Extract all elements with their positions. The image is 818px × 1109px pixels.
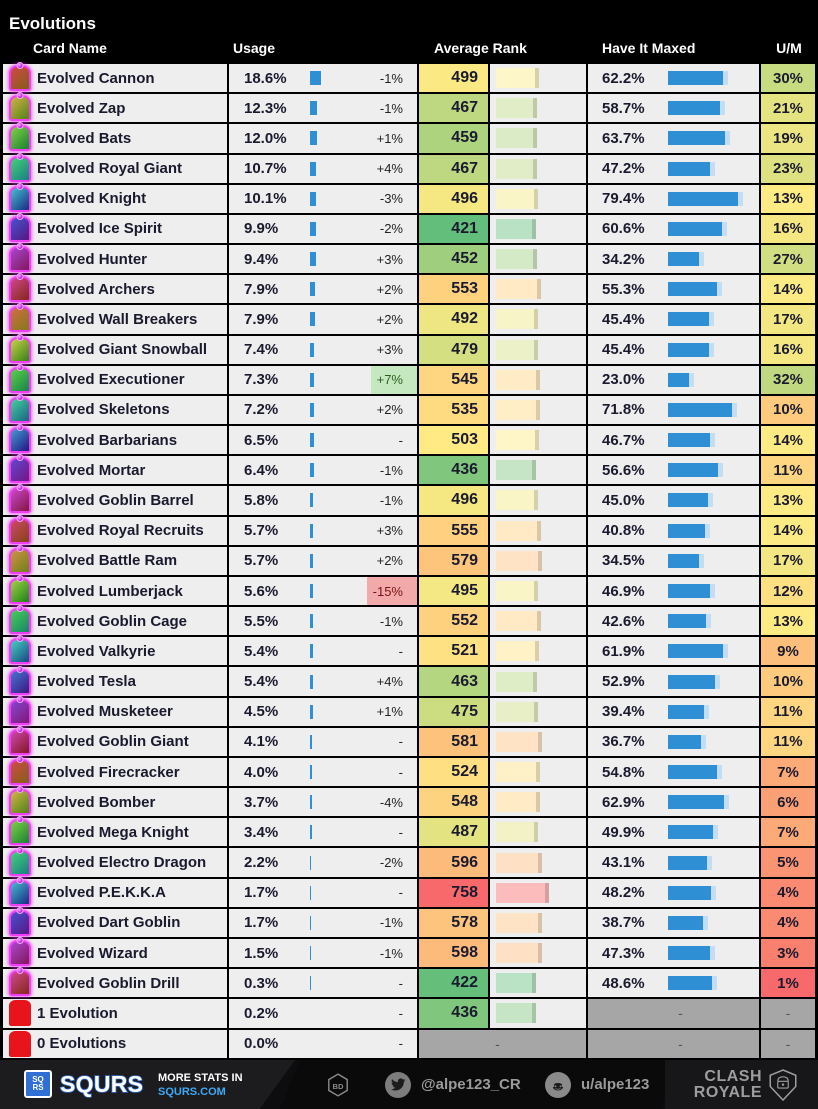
svg-text:BD: BD — [333, 1081, 344, 1090]
